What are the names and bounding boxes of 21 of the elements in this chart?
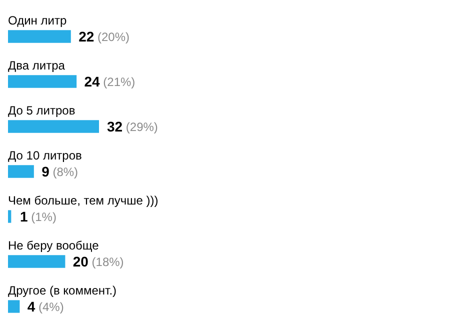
y-tick-label: Два литра	[8, 58, 66, 72]
y-tick-label: До 10 литров	[8, 148, 82, 162]
bar	[8, 30, 71, 43]
bar	[8, 255, 66, 268]
bar	[8, 210, 12, 223]
y-tick-label: Один литр	[8, 14, 67, 28]
y-tick-label: Не беру вообще	[8, 238, 100, 252]
y-tick-label: Чем больше, тем лучше )))	[8, 194, 158, 208]
bar	[8, 75, 77, 88]
data-label: 9 (8%)	[42, 163, 78, 180]
data-label: 1 (1%)	[20, 208, 56, 224]
data-label: 32 (29%)	[107, 118, 158, 134]
y-tick-label: Другое (в коммент.)	[8, 284, 117, 298]
data-label: 20 (18%)	[72, 253, 124, 270]
y-tick-label: До 5 литров	[8, 104, 76, 118]
data-label: 24 (21%)	[84, 73, 136, 90]
data-label: 4 (4%)	[27, 298, 64, 314]
bar	[8, 165, 34, 178]
data-label: 22 (20%)	[78, 28, 130, 44]
bar	[8, 300, 20, 313]
bar	[8, 120, 99, 133]
